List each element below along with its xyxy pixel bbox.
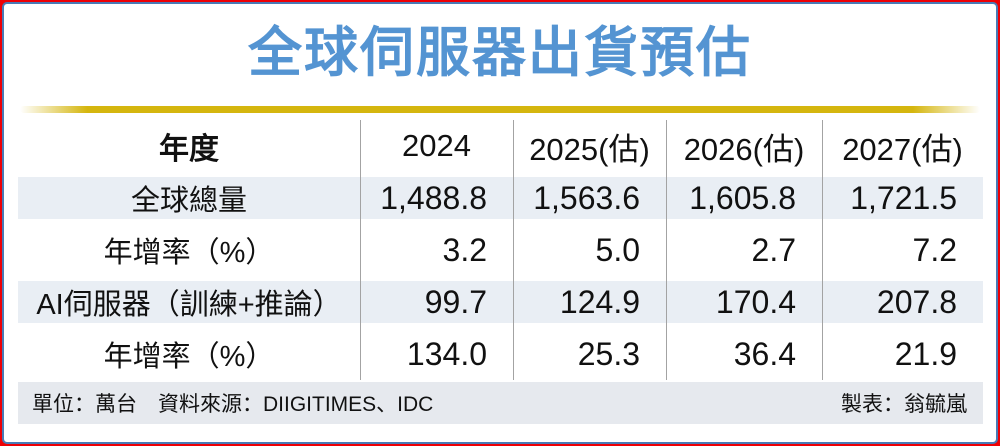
value-cell: 170.4 (715, 283, 796, 320)
header-year-cell: 2027(估) (842, 131, 963, 167)
header-year-cell: 2025(估) (529, 131, 650, 167)
value-cell: 1,605.8 (689, 179, 796, 216)
value-cell: 99.7 (424, 283, 487, 320)
table-row: 全球總量 1,488.8 1,563.6 1,605.8 1,721.5 (18, 172, 983, 224)
value-cell: 5.0 (595, 231, 640, 268)
header-year-cell: 2026(估) (683, 131, 805, 167)
row-label-cell: 年增率（%） (103, 237, 275, 269)
column-separator (822, 120, 823, 380)
table-row: AI伺服器（訓練+推論） 99.7 124.9 170.4 207.8 (18, 276, 983, 328)
header-label-cell: 年度 (159, 133, 219, 166)
footer-bar: 單位：萬台 資料來源：DIIGITIMES、IDC 製表：翁毓嵐 (18, 382, 983, 424)
row-label-cell: 全球總量 (130, 185, 247, 217)
row-label-cell: AI伺服器（訓練+推論） (36, 289, 342, 321)
header-year-cell: 2024 (402, 128, 471, 163)
value-cell: 1,488.8 (380, 179, 487, 216)
column-separator (513, 120, 514, 380)
value-cell: 25.3 (577, 335, 640, 372)
table-row: 年增率（%） 134.0 25.3 36.4 21.9 (18, 328, 983, 380)
value-cell: 134.0 (406, 335, 487, 372)
table-header-row: 年度 2024 2025(估) 2026(估) 2027(估) (18, 120, 983, 172)
column-separator (666, 120, 667, 380)
row-label-cell: 年增率（%） (103, 341, 275, 373)
value-cell: 36.4 (733, 335, 796, 372)
footer-credit: 製表：翁毓嵐 (841, 393, 967, 416)
column-separator (360, 120, 361, 380)
value-cell: 207.8 (876, 283, 957, 320)
value-cell: 124.9 (559, 283, 640, 320)
forecast-table: 年度 2024 2025(估) 2026(估) 2027(估) 全球總量 1,4… (18, 120, 983, 380)
footer-unit-source: 單位：萬台 資料來源：DIIGITIMES、IDC (32, 393, 434, 416)
value-cell: 3.2 (442, 231, 487, 268)
value-cell: 2.7 (751, 231, 796, 268)
value-cell: 1,563.6 (533, 179, 640, 216)
value-cell: 1,721.5 (850, 179, 957, 216)
table-row: 年增率（%） 3.2 5.0 2.7 7.2 (18, 224, 983, 276)
page-title: 全球伺服器出貨預估 (248, 23, 752, 83)
value-cell: 21.9 (894, 335, 957, 372)
gold-divider-rule (20, 106, 980, 113)
value-cell: 7.2 (912, 231, 957, 268)
